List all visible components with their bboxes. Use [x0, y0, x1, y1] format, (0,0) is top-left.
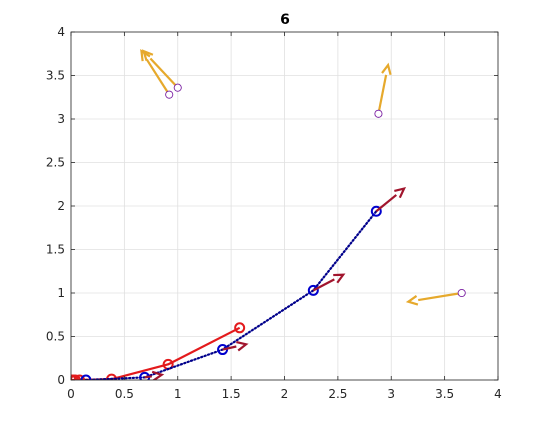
arrow-shaft: [375, 194, 398, 213]
gold-arrow: [405, 291, 462, 306]
y-tick-label: 1: [57, 286, 65, 300]
x-tick-label: 1: [174, 387, 182, 401]
dark-red-arrow: [144, 370, 165, 380]
arrow-shaft: [149, 57, 179, 89]
series-red-point: [234, 322, 246, 334]
x-axis: 0 0.5 1 1.5 2 2.5 3 3.5 4: [67, 32, 502, 401]
chart-title: 6: [280, 12, 290, 28]
x-tick-label: 3.5: [435, 387, 454, 401]
series-red-line: [71, 326, 241, 380]
x-tick-label: 0.5: [115, 387, 134, 401]
arrow-head: [151, 370, 165, 380]
x-tick-label: 4: [494, 387, 502, 401]
arrow-head: [141, 49, 154, 62]
free-point: [165, 90, 174, 99]
arrow-head: [333, 273, 346, 284]
dark-red-arrow: [375, 187, 407, 213]
x-tick-label: 1.5: [222, 387, 241, 401]
data-layer: [71, 49, 466, 380]
series-blue-point: [370, 205, 382, 217]
arrow-shaft: [144, 375, 153, 379]
x-tick-label: 3: [387, 387, 395, 401]
gold-arrow: [141, 49, 179, 89]
series-red-point: [71, 374, 81, 380]
dark-red-arrow: [312, 273, 346, 292]
series-blue-point: [307, 284, 319, 296]
free-point: [173, 83, 182, 92]
y-tick-label: 1.5: [46, 243, 65, 257]
arrow-head: [394, 187, 407, 199]
x-tick-label: 2.5: [328, 387, 347, 401]
gold-arrow: [377, 62, 392, 114]
y-tick-label: 0: [57, 373, 65, 387]
series-red-point: [74, 374, 86, 380]
y-axis: 0 0.5 1 1.5 2 2.5 3 3.5 4: [46, 25, 498, 387]
y-tick-label: 2.5: [46, 156, 65, 170]
dark-red-arrow: [222, 340, 249, 352]
arrow-head: [236, 340, 249, 352]
arrow-shaft: [377, 74, 388, 114]
arrow-shaft: [222, 345, 237, 351]
y-tick-label: 0.5: [46, 330, 65, 344]
x-tick-label: 2: [281, 387, 289, 401]
grid-lines: [70, 31, 499, 381]
arrow-head: [405, 295, 419, 306]
free-point: [374, 109, 383, 118]
y-tick-label: 4: [57, 25, 65, 39]
arrow-shaft: [312, 278, 335, 292]
free-point: [457, 288, 466, 298]
arrow-head: [140, 49, 151, 62]
arrow-shaft: [418, 291, 462, 302]
arrow-shaft: [145, 58, 171, 96]
arrow-head: [381, 62, 392, 76]
series-blue-point: [80, 374, 92, 380]
gold-arrow: [140, 49, 171, 96]
y-tick-label: 2: [57, 199, 65, 213]
y-tick-label: 3: [57, 112, 65, 126]
x-tick-label: 0: [67, 387, 75, 401]
y-tick-label: 3.5: [46, 69, 65, 83]
